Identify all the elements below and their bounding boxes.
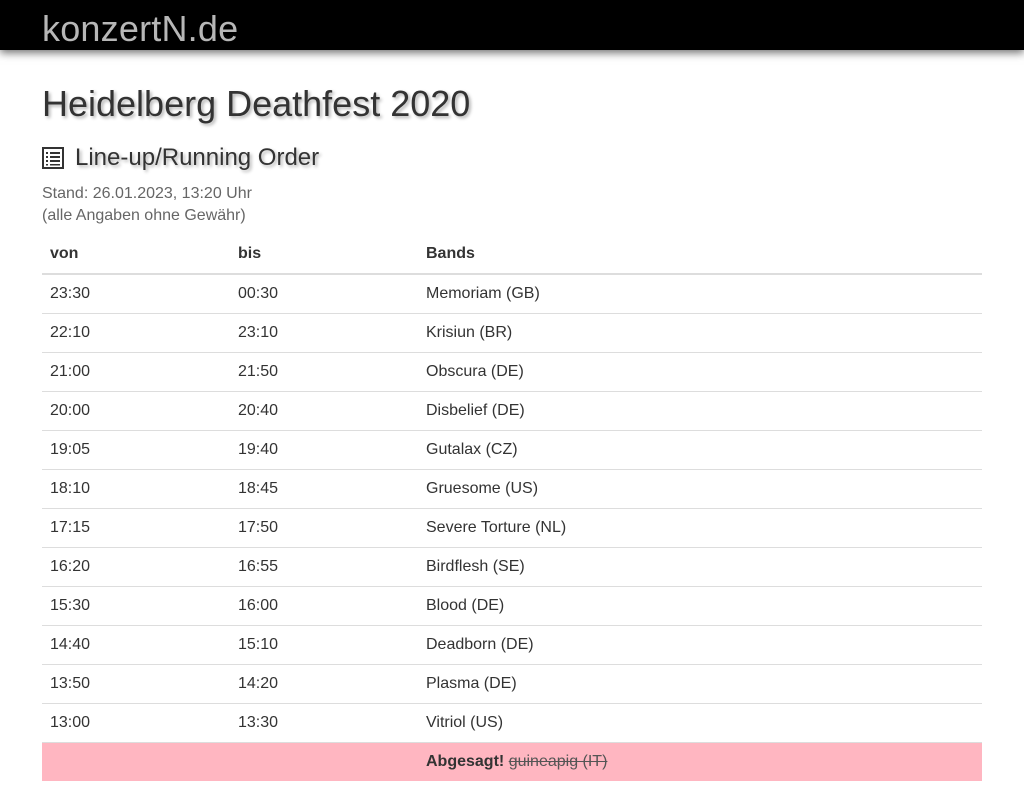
running-order-table: von bis Bands 23:30 00:30 Memoriam (GB) … bbox=[42, 235, 982, 781]
cell-to: 20:40 bbox=[230, 391, 418, 431]
page-title: Heidelberg Deathfest 2020 bbox=[42, 83, 471, 124]
cancelled-label: Abgesagt! bbox=[426, 753, 505, 770]
cell-to: 16:55 bbox=[230, 547, 418, 587]
cell-from: 15:30 bbox=[42, 586, 230, 626]
cell-band: Gruesome (US) bbox=[418, 469, 982, 509]
cell-from: 13:00 bbox=[42, 703, 230, 743]
cell-to: 15:10 bbox=[230, 625, 418, 665]
cell-to: 00:30 bbox=[230, 273, 418, 314]
status-info: Stand: 26.01.2023, 13:20 Uhr (alle Angab… bbox=[42, 183, 252, 227]
cell-to: 13:30 bbox=[230, 703, 418, 743]
cell-band: Disbelief (DE) bbox=[418, 391, 982, 431]
column-header-to: bis bbox=[230, 235, 418, 275]
table-row: 22:10 23:10 Krisiun (BR) bbox=[42, 313, 982, 353]
section-title: Line-up/Running Order bbox=[75, 144, 320, 171]
cell-to: 19:40 bbox=[230, 430, 418, 470]
cell-from: 19:05 bbox=[42, 430, 230, 470]
cell-band: Vitriol (US) bbox=[418, 703, 982, 743]
cell-band: Blood (DE) bbox=[418, 586, 982, 626]
cell-band-cancelled: Abgesagt! guineapig (IT) bbox=[418, 742, 982, 781]
table-row: 16:20 16:55 Birdflesh (SE) bbox=[42, 547, 982, 587]
table-row: 17:15 17:50 Severe Torture (NL) bbox=[42, 508, 982, 548]
site-brand-link[interactable]: konzertN.de bbox=[42, 8, 239, 49]
table-row: 23:30 00:30 Memoriam (GB) bbox=[42, 273, 982, 314]
table-row: 13:50 14:20 Plasma (DE) bbox=[42, 664, 982, 704]
cell-band: Plasma (DE) bbox=[418, 664, 982, 704]
top-navbar: konzertN.de bbox=[0, 0, 1024, 50]
table-row: 20:00 20:40 Disbelief (DE) bbox=[42, 391, 982, 431]
cancelled-row: Abgesagt! guineapig (IT) bbox=[42, 742, 982, 781]
cell-from: 23:30 bbox=[42, 273, 230, 314]
status-timestamp: Stand: 26.01.2023, 13:20 Uhr bbox=[42, 185, 252, 202]
cell-from: 14:40 bbox=[42, 625, 230, 665]
table-row: 15:30 16:00 Blood (DE) bbox=[42, 586, 982, 626]
cell-from: 18:10 bbox=[42, 469, 230, 509]
disclaimer: (alle Angaben ohne Gewähr) bbox=[42, 207, 246, 224]
column-header-from: von bbox=[42, 235, 230, 275]
cancelled-band: guineapig (IT) bbox=[508, 753, 608, 770]
list-icon bbox=[42, 146, 64, 170]
cell-from: 21:00 bbox=[42, 352, 230, 392]
cell-to: 21:50 bbox=[230, 352, 418, 392]
cell-from: 20:00 bbox=[42, 391, 230, 431]
cell-band: Krisiun (BR) bbox=[418, 313, 982, 353]
table-row: 13:00 13:30 Vitriol (US) bbox=[42, 703, 982, 743]
column-header-bands: Bands bbox=[418, 235, 982, 275]
cell-band: Deadborn (DE) bbox=[418, 625, 982, 665]
table-row: 21:00 21:50 Obscura (DE) bbox=[42, 352, 982, 392]
cell-from: 16:20 bbox=[42, 547, 230, 587]
cell-to: 16:00 bbox=[230, 586, 418, 626]
cell-from: 13:50 bbox=[42, 664, 230, 704]
cell-from: 22:10 bbox=[42, 313, 230, 353]
cell-to: 18:45 bbox=[230, 469, 418, 509]
cell-from-empty bbox=[42, 742, 230, 781]
cell-band: Gutalax (CZ) bbox=[418, 430, 982, 470]
cell-to: 14:20 bbox=[230, 664, 418, 704]
table-row: 14:40 15:10 Deadborn (DE) bbox=[42, 625, 982, 665]
cell-band: Obscura (DE) bbox=[418, 352, 982, 392]
cell-to: 17:50 bbox=[230, 508, 418, 548]
table-header-row: von bis Bands bbox=[42, 235, 982, 275]
cell-band: Birdflesh (SE) bbox=[418, 547, 982, 587]
cell-to-empty bbox=[230, 742, 418, 781]
table-row: 19:05 19:40 Gutalax (CZ) bbox=[42, 430, 982, 470]
cell-from: 17:15 bbox=[42, 508, 230, 548]
cell-band: Memoriam (GB) bbox=[418, 273, 982, 314]
cell-to: 23:10 bbox=[230, 313, 418, 353]
section-heading: Line-up/Running Order bbox=[42, 144, 319, 172]
table-row: 18:10 18:45 Gruesome (US) bbox=[42, 469, 982, 509]
cell-band: Severe Torture (NL) bbox=[418, 508, 982, 548]
